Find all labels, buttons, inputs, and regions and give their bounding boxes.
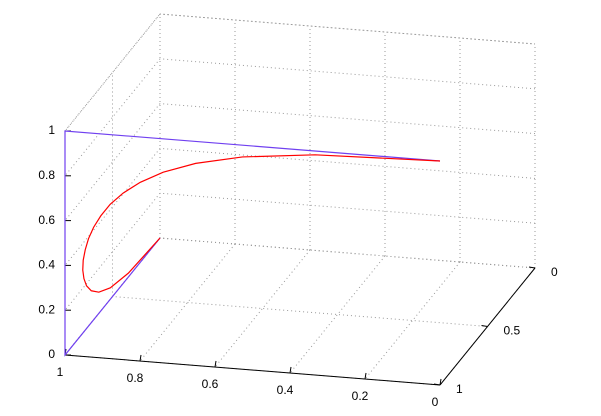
x-tick-label: 0.4 xyxy=(277,383,294,397)
x-tick xyxy=(289,366,292,374)
z-tick-label: 0.8 xyxy=(38,168,55,182)
grid-line xyxy=(289,255,386,374)
y-tick-label: 0 xyxy=(551,265,558,279)
z-tick-label: 0 xyxy=(48,347,55,361)
z-tick-label: 0.2 xyxy=(38,302,55,316)
box-edge xyxy=(64,354,441,386)
x-tick xyxy=(139,354,142,362)
x-tick-label: 0 xyxy=(432,395,439,409)
z-tick-label: 1 xyxy=(48,123,55,137)
y-tick-label: 1 xyxy=(456,382,463,396)
y-tick xyxy=(481,325,488,327)
x-tick xyxy=(214,360,217,368)
x-tick-label: 1 xyxy=(57,365,64,379)
z-tick-label: 0.6 xyxy=(38,213,55,227)
grid-line xyxy=(112,296,488,327)
x-tick-label: 0.2 xyxy=(352,389,369,403)
x-tick-label: 0.6 xyxy=(202,377,219,391)
x-tick-label: 0.8 xyxy=(127,371,144,385)
grid-line xyxy=(214,249,311,368)
grid-line xyxy=(159,58,536,90)
grid-line xyxy=(159,103,536,135)
grid-line xyxy=(159,13,536,45)
z-tick-label: 0.4 xyxy=(38,258,55,272)
x-tick xyxy=(439,378,442,386)
grid-line xyxy=(159,147,536,179)
grid-line xyxy=(159,192,536,224)
grid-line xyxy=(364,261,461,380)
grid-line xyxy=(159,237,536,269)
series-line xyxy=(82,154,441,293)
y-tick xyxy=(433,383,441,386)
y-tick xyxy=(528,266,536,269)
y-tick-label: 0.5 xyxy=(504,324,521,338)
x-tick xyxy=(364,372,367,380)
series-line xyxy=(64,130,441,357)
